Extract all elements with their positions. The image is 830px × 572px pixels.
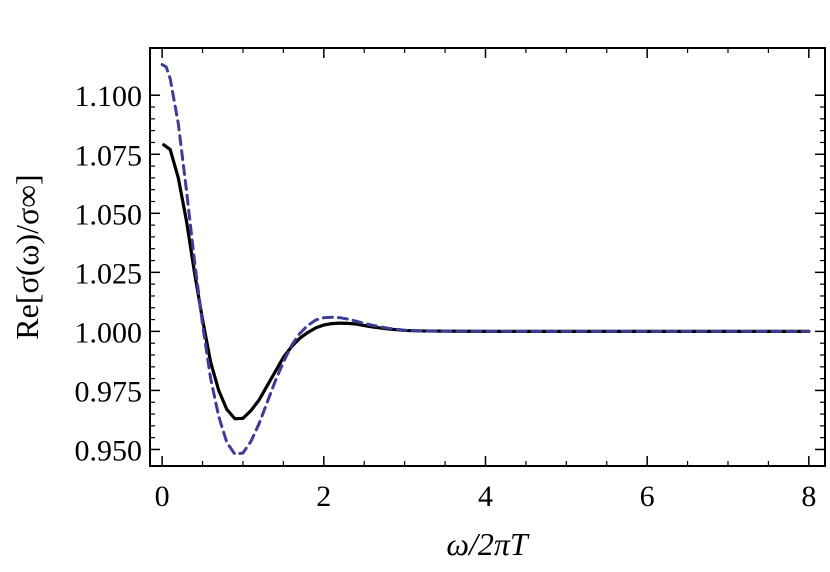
x-tick-label: 6 xyxy=(640,480,655,513)
plot-frame xyxy=(149,47,826,467)
x-axis-label: ω/2πT xyxy=(446,526,530,562)
x-tick-label: 4 xyxy=(478,480,493,513)
plot-area xyxy=(160,63,811,456)
y-tick-label: 1.025 xyxy=(75,257,143,290)
y-tick-label: 0.975 xyxy=(75,375,143,408)
y-tick-label: 0.950 xyxy=(75,434,143,467)
y-tick-label: 1.050 xyxy=(75,198,143,231)
y-tick-label: 1.100 xyxy=(75,80,143,113)
series-line-1 xyxy=(162,143,811,421)
y-tick-label: 1.075 xyxy=(75,139,143,172)
x-tick-label: 0 xyxy=(155,480,170,513)
axis-ticks: 0 2 4 6 8 0.950 0.975 1.000 1.025 1.050 1.075 1.100 xyxy=(75,48,825,513)
x-tick-label: 8 xyxy=(801,480,816,513)
series-line-2 xyxy=(160,63,811,456)
y-tick-label: 1.000 xyxy=(75,316,143,349)
y-axis-label: Re[σ(ω)/σ∞] xyxy=(9,174,45,339)
x-tick-label: 2 xyxy=(316,480,331,513)
